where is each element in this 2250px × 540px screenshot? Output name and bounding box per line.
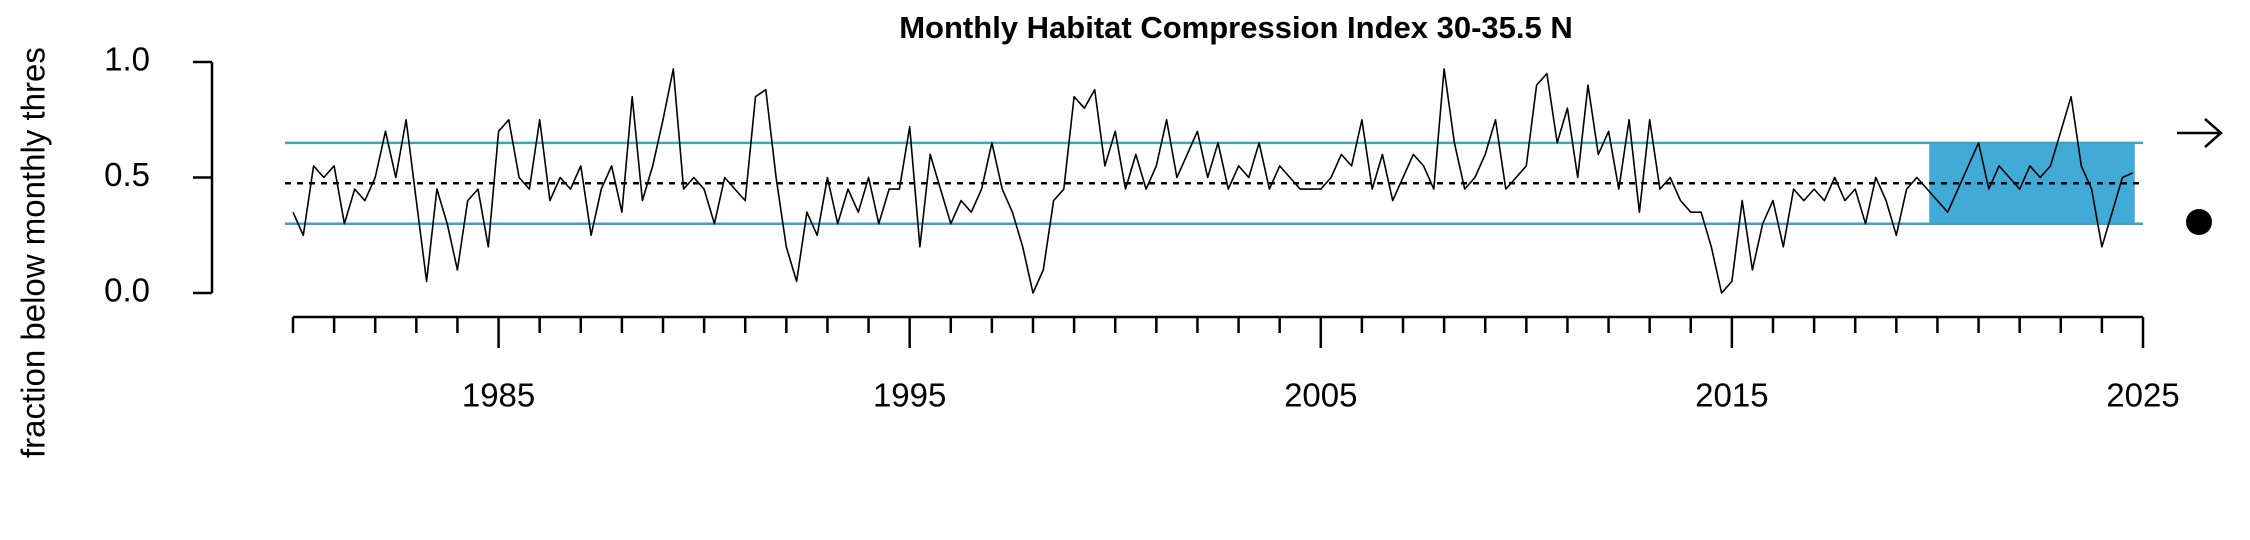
data-line <box>292 68 2134 294</box>
chart-title: Monthly Habitat Compression Index 30-35.… <box>899 10 1573 45</box>
x-tick-label: 1985 <box>462 377 535 414</box>
trend-arrow <box>2177 118 2223 148</box>
y-tick-label: 0.5 <box>104 156 150 193</box>
x-tick-label: 2025 <box>2106 377 2179 414</box>
y-axis-label: fraction below monthly thres <box>15 47 52 458</box>
y-tick-label: 1.0 <box>104 41 150 78</box>
x-tick-label: 1995 <box>873 377 946 414</box>
x-tick-label: 2005 <box>1284 377 1357 414</box>
x-tick-label: 2015 <box>1695 377 1768 414</box>
y-tick-label: 0.0 <box>104 272 150 309</box>
trend-dot <box>2186 209 2212 235</box>
